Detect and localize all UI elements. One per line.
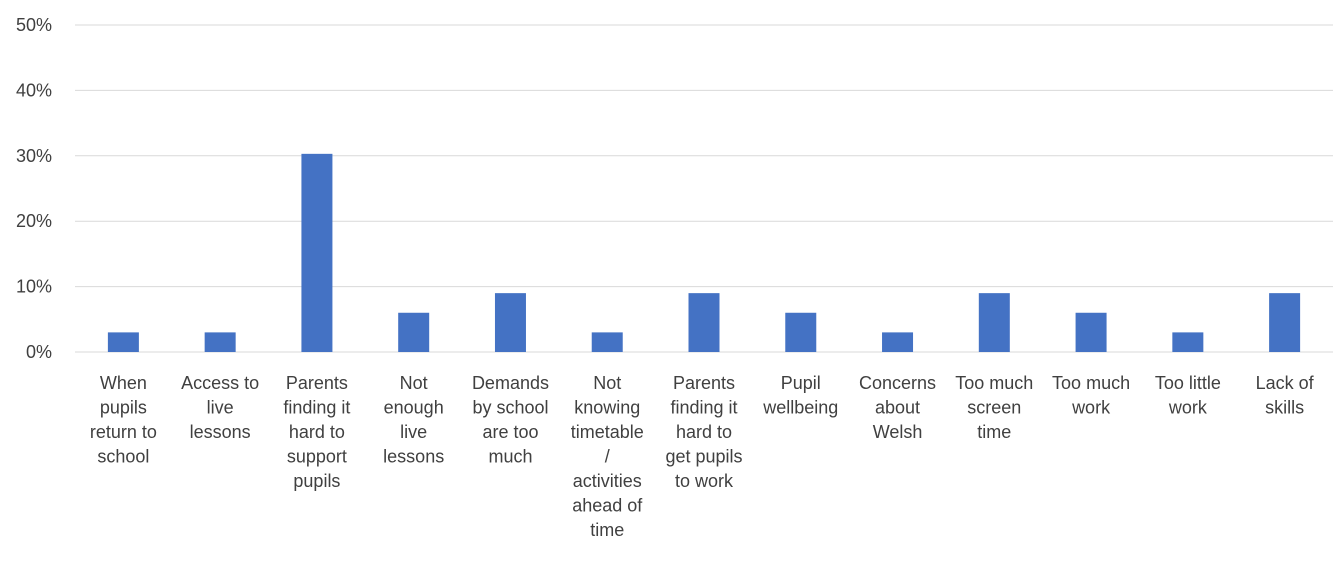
y-tick-label: 10% xyxy=(16,277,52,297)
bar xyxy=(398,312,430,352)
bar xyxy=(1269,293,1301,352)
x-category-label: Not enough live lessons xyxy=(383,373,444,467)
x-category-label: Parents finding it hard to support pupils xyxy=(283,373,350,491)
x-category-label: Demands by school are too much xyxy=(472,373,549,467)
bar xyxy=(301,153,333,352)
x-category-label: Lack of skills xyxy=(1256,373,1315,418)
x-category-label: Pupil wellbeing xyxy=(762,373,838,418)
bar xyxy=(591,332,623,352)
bar xyxy=(1075,312,1107,352)
y-tick-label: 20% xyxy=(16,211,52,231)
bar xyxy=(1172,332,1204,352)
x-category-label: Access to live lessons xyxy=(181,373,259,442)
bars xyxy=(107,153,1301,352)
bar xyxy=(204,332,236,352)
bar xyxy=(494,293,526,352)
x-category-label: Too little work xyxy=(1155,373,1221,418)
y-tick-label: 30% xyxy=(16,146,52,166)
bar xyxy=(688,293,720,352)
bar xyxy=(107,332,139,352)
y-tick-label: 40% xyxy=(16,80,52,100)
gridlines xyxy=(75,24,1333,353)
x-category-label: Too much work xyxy=(1052,373,1130,418)
y-tick-label: 50% xyxy=(16,15,52,35)
bar xyxy=(978,293,1010,352)
x-category-label: Too much screen time xyxy=(955,373,1033,442)
y-tick-label: 0% xyxy=(26,342,52,362)
x-axis-category-labels: When pupils return to school Access to live le… xyxy=(90,373,1315,540)
x-category-label: Concerns about Welsh xyxy=(859,373,936,442)
x-category-label: When pupils return to school xyxy=(90,373,157,467)
y-axis-tick-labels: 0% 10% 20% 30% 40% 50% xyxy=(16,15,52,362)
bar xyxy=(785,312,817,352)
x-category-label: Parents finding it hard to get pupils to wor… xyxy=(665,373,742,491)
x-category-label: Not knowing timetable / activities ahead of ti… xyxy=(571,373,644,540)
bar xyxy=(882,332,914,352)
